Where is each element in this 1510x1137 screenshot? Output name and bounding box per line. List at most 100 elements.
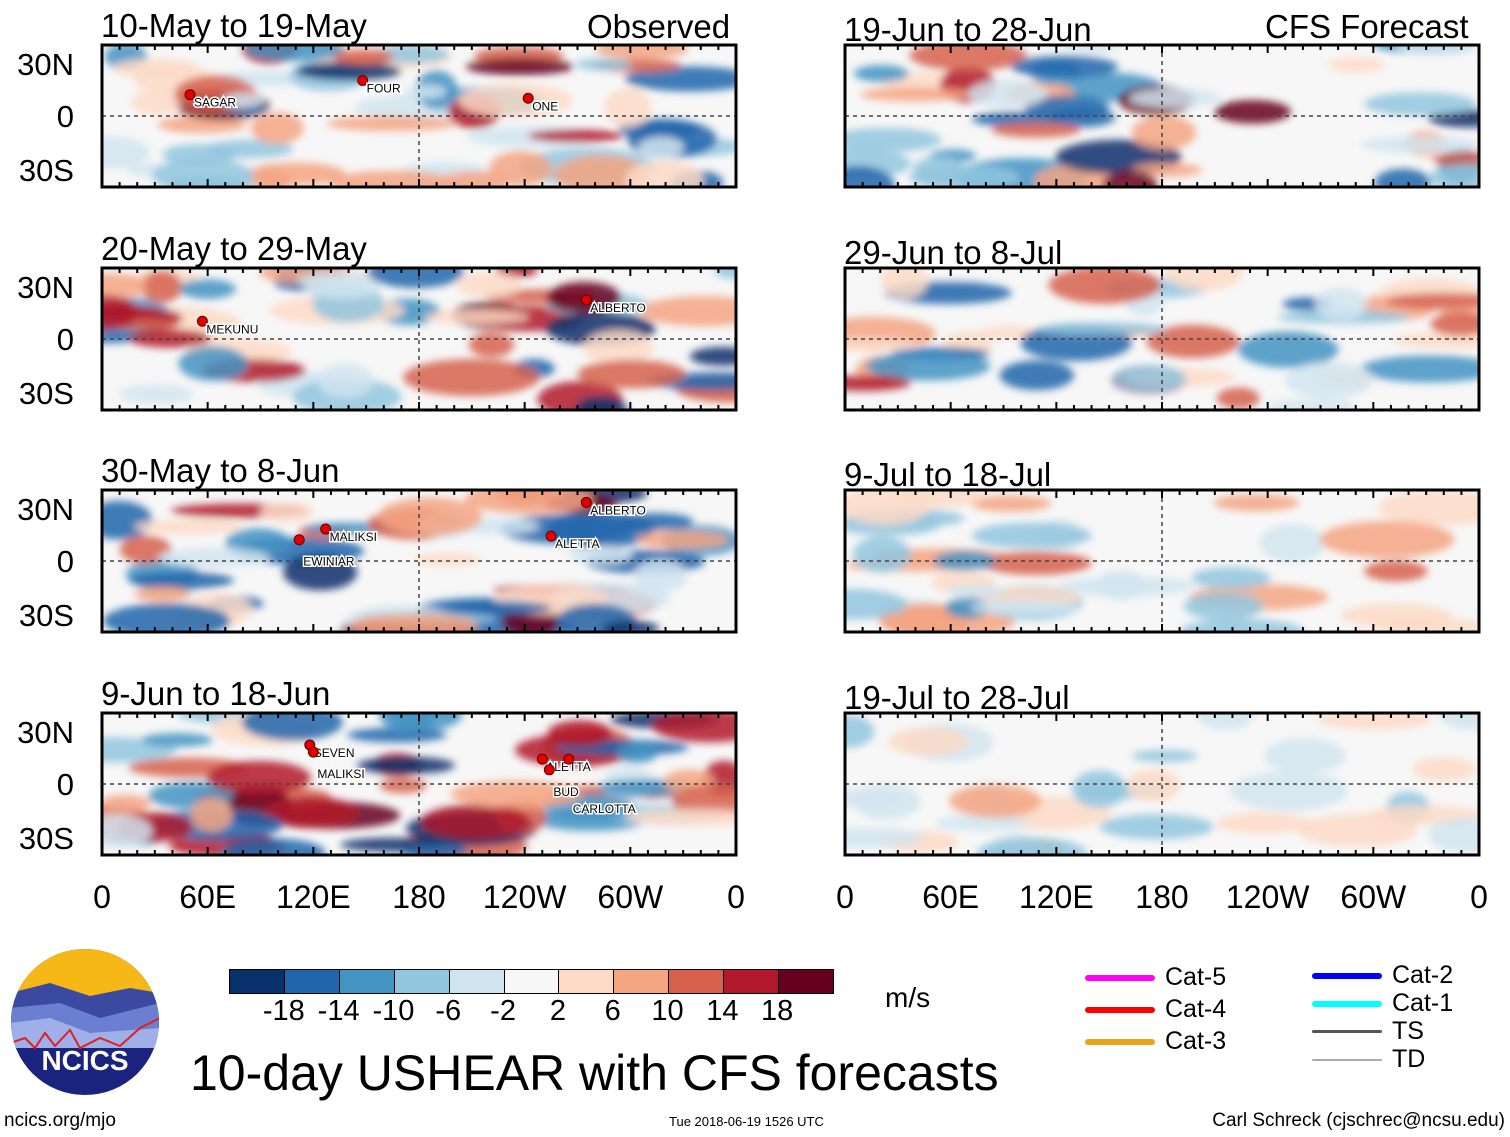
- shear-contour: [845, 714, 875, 749]
- shear-contour: [845, 588, 908, 620]
- shear-contour: [260, 501, 315, 523]
- shear-contour: [119, 384, 194, 404]
- storm-label: FOUR: [367, 82, 401, 96]
- legend-line: [1312, 1058, 1382, 1061]
- shear-contour: [152, 158, 254, 187]
- x-tick-label: 120E: [275, 879, 351, 915]
- shear-contour: [1111, 364, 1187, 394]
- shear-contour: [347, 727, 447, 743]
- shear-contour: [1196, 713, 1255, 731]
- legend-line: [1312, 1000, 1382, 1007]
- shear-contour: [1216, 812, 1311, 834]
- shear-contour: [1360, 355, 1479, 383]
- shear-contour: [633, 559, 688, 593]
- storm-label: SEVEN: [314, 746, 355, 760]
- storm-label: SAGAR: [194, 96, 236, 110]
- colorbar-tick-label: 18: [761, 995, 794, 1027]
- shear-contour: [283, 554, 358, 591]
- x-tick-label: 60W: [597, 879, 664, 915]
- shear-contour: [1259, 524, 1326, 563]
- shear-contour: [1328, 57, 1385, 73]
- shear-contour: [616, 741, 659, 764]
- storm-marker: [580, 294, 592, 306]
- storm-marker: [580, 496, 592, 508]
- storm-marker: [184, 89, 196, 101]
- shear-contour: [377, 497, 483, 536]
- shear-contour: [569, 546, 633, 565]
- x-tick-label: 180: [392, 879, 446, 915]
- colorbar-swatch: [449, 970, 505, 993]
- colorbar-tick-label: -10: [372, 995, 415, 1027]
- shear-contour: [671, 784, 736, 817]
- shear-contour: [220, 838, 326, 855]
- shear-contour: [547, 720, 612, 747]
- y-tick-label: 0: [56, 767, 74, 802]
- y-tick-label: 30S: [18, 598, 74, 633]
- footer-url[interactable]: ncics.org/mjo: [4, 1110, 116, 1131]
- shear-contour: [577, 359, 686, 389]
- shear-contour: [944, 584, 1007, 598]
- storm-label: EWINIAR: [303, 555, 355, 569]
- storm-marker: [536, 753, 548, 765]
- shear-contour: [979, 551, 1092, 575]
- storm-marker: [357, 75, 369, 86]
- shear-contour: [1432, 151, 1479, 168]
- legend-line: [1085, 1006, 1155, 1013]
- shear-contour: [131, 89, 183, 115]
- shear-contour: [845, 375, 912, 392]
- shear-contour: [1374, 168, 1431, 187]
- shear-contour: [221, 92, 266, 109]
- storm-label: ONE: [532, 99, 558, 113]
- x-tick-label: 60E: [179, 879, 237, 915]
- shear-contour: [1097, 569, 1145, 601]
- legend-item: TS: [1312, 1019, 1424, 1044]
- shear-contour: [860, 87, 972, 102]
- y-tick-label: 0: [56, 544, 74, 579]
- legend-item: Cat-5: [1085, 965, 1226, 990]
- storm-marker: [293, 534, 305, 546]
- shear-contour: [1438, 713, 1479, 731]
- y-tick-label: 30N: [17, 492, 74, 527]
- colorbar-tick-label: -18: [262, 995, 305, 1027]
- storm-marker: [307, 746, 319, 758]
- map-panel: [843, 711, 1481, 857]
- map-panel: [843, 266, 1481, 412]
- shear-contour: [933, 551, 997, 571]
- shear-contour: [1214, 99, 1291, 124]
- shear-contour: [845, 827, 925, 848]
- shear-contour: [1131, 115, 1197, 150]
- shear-contour: [978, 325, 1039, 340]
- legend-label: Cat-1: [1392, 989, 1454, 1017]
- shear-contour: [379, 713, 437, 732]
- shear-contour: [1363, 92, 1477, 116]
- shear-contour: [1267, 398, 1355, 410]
- shear-contour: [456, 272, 523, 298]
- shear-contour: [845, 490, 931, 526]
- shear-contour: [1128, 88, 1222, 108]
- legend-label: TS: [1392, 1017, 1424, 1045]
- legend-item: Cat-1: [1312, 991, 1453, 1016]
- storm-label: CARLOTTA: [573, 802, 636, 816]
- legend-label: Cat-2: [1392, 961, 1454, 989]
- author-credit: Carl Schreck (cjschrec@ncsu.edu): [1212, 1110, 1505, 1131]
- x-tick-label: 0: [93, 879, 111, 915]
- shear-contour: [999, 360, 1075, 391]
- legend-item: Cat-4: [1085, 997, 1226, 1022]
- shear-contour: [575, 396, 627, 410]
- storm-label: ALETTA: [555, 537, 599, 551]
- shear-contour: [1164, 268, 1244, 291]
- colorbar-swatch: [559, 970, 615, 993]
- legend-item: Cat-2: [1312, 963, 1453, 988]
- shear-contour: [1430, 312, 1479, 337]
- shear-contour: [206, 760, 311, 795]
- shear-contour: [949, 784, 1042, 818]
- shear-contour: [1264, 738, 1346, 774]
- shear-contour: [499, 514, 633, 545]
- shear-contour: [245, 162, 346, 186]
- colorbar-swatch: [779, 970, 833, 993]
- shear-contour: [880, 268, 929, 299]
- panel-title: 19-Jul to 28-Jul: [844, 679, 1070, 716]
- shear-contour: [141, 733, 213, 747]
- shear-contour: [574, 58, 632, 71]
- shear-contour: [636, 530, 729, 549]
